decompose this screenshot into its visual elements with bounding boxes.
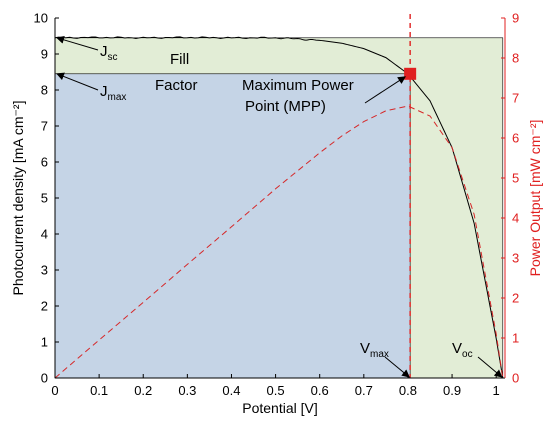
x-tick-label: 0.7 — [355, 383, 373, 398]
left-y-tick-label: 1 — [41, 335, 48, 350]
axes-frame — [54, 18, 506, 379]
left-y-axis-label: Photocurrent density [mA cm⁻²] — [10, 101, 26, 296]
fill-factor-label-line1: Fill — [170, 51, 189, 68]
left-y-tick-label: 4 — [41, 227, 48, 242]
mpp-label-line1: Maximum Power — [242, 77, 354, 94]
power-curve — [54, 105, 504, 379]
x-axis-ticks: 0 0.1 0.2 0.3 0.4 0.5 0.6 0.7 0.8 0.9 1 — [51, 374, 500, 398]
x-tick-label: 1 — [493, 383, 500, 398]
left-y-tick-label: 9 — [41, 47, 48, 62]
jsc-arrow — [56, 35, 99, 51]
x-tick-label: 0.9 — [443, 383, 461, 398]
voc-arrow — [477, 356, 503, 378]
x-tick-label: 0 — [51, 383, 58, 398]
mpp-arrow — [364, 76, 406, 104]
x-axis-label: Potential [V] — [242, 400, 318, 416]
vmax-arrow — [384, 356, 410, 378]
annotation-arrows — [56, 35, 503, 378]
right-y-tick-label: 3 — [512, 251, 519, 266]
right-y-tick-label: 5 — [512, 171, 519, 186]
right-y-tick-label: 0 — [512, 371, 519, 386]
x-tick-label: 0.6 — [311, 383, 329, 398]
left-y-tick-label: 2 — [41, 299, 48, 314]
right-y-tick-label: 9 — [512, 11, 519, 26]
voc-label: Voc — [452, 340, 473, 360]
right-y-tick-label: 6 — [512, 131, 519, 146]
jv-curve — [54, 36, 504, 379]
x-tick-label: 0.3 — [178, 383, 196, 398]
left-y-axis-ticks: 0 1 2 3 4 5 6 7 8 9 10 — [34, 11, 59, 386]
left-y-tick-label: 7 — [41, 119, 48, 134]
fill-factor-label-line2: Factor — [155, 77, 198, 94]
right-y-axis-label: Power Output [mW cm⁻²] — [527, 120, 543, 277]
left-y-tick-label: 3 — [41, 263, 48, 278]
jmax-label: Jmax — [100, 83, 126, 103]
x-tick-label: 0.5 — [267, 383, 285, 398]
right-y-tick-label: 1 — [512, 331, 519, 346]
x-tick-label: 0.2 — [134, 383, 152, 398]
x-tick-label: 0.1 — [90, 383, 108, 398]
mpp-marker — [404, 67, 417, 80]
x-tick-label: 0.4 — [222, 383, 240, 398]
left-y-tick-label: 10 — [34, 11, 48, 26]
jmax-arrow — [56, 72, 99, 91]
jsc-label: Jsc — [100, 43, 118, 63]
x-tick-label: 0.8 — [399, 383, 417, 398]
mpp-label-line2: Point (MPP) — [245, 98, 326, 115]
right-y-tick-label: 7 — [512, 91, 519, 106]
left-y-tick-label: 6 — [41, 155, 48, 170]
left-y-tick-label: 0 — [41, 371, 48, 386]
left-y-tick-label: 5 — [41, 191, 48, 206]
right-y-tick-label: 2 — [512, 291, 519, 306]
vmax-label: Vmax — [360, 340, 389, 360]
right-y-axis-ticks: 0 1 2 3 4 5 6 7 8 9 — [501, 11, 519, 386]
left-y-tick-label: 8 — [41, 83, 48, 98]
right-y-tick-label: 4 — [512, 211, 519, 226]
right-y-tick-label: 8 — [512, 51, 519, 66]
